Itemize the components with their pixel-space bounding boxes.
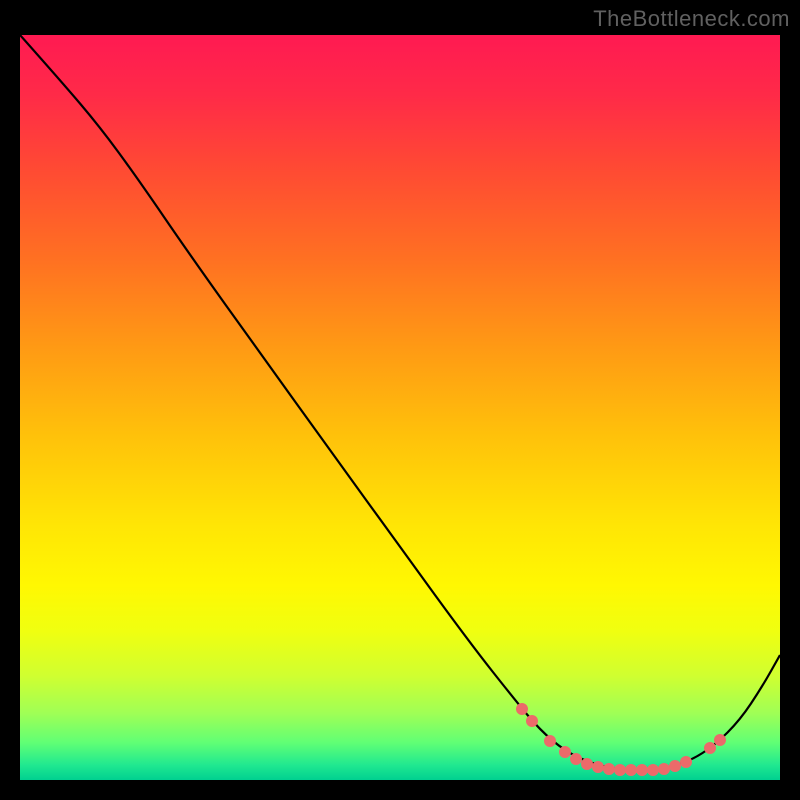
data-marker xyxy=(527,716,538,727)
data-marker xyxy=(670,761,681,772)
data-marker xyxy=(715,735,726,746)
data-marker xyxy=(582,759,593,770)
data-marker xyxy=(659,764,670,775)
data-marker xyxy=(604,764,615,775)
data-marker xyxy=(626,765,637,776)
data-marker xyxy=(705,743,716,754)
data-marker xyxy=(615,765,626,776)
bottleneck-curve-chart xyxy=(20,35,780,780)
data-marker xyxy=(560,747,571,758)
data-marker xyxy=(571,754,582,765)
data-marker xyxy=(637,765,648,776)
data-marker xyxy=(517,704,528,715)
watermark-text: TheBottleneck.com xyxy=(593,6,790,32)
data-marker xyxy=(545,736,556,747)
data-marker xyxy=(648,765,659,776)
chart-container xyxy=(20,35,780,780)
data-marker xyxy=(593,762,604,773)
data-marker xyxy=(681,757,692,768)
gradient-background xyxy=(20,35,780,780)
